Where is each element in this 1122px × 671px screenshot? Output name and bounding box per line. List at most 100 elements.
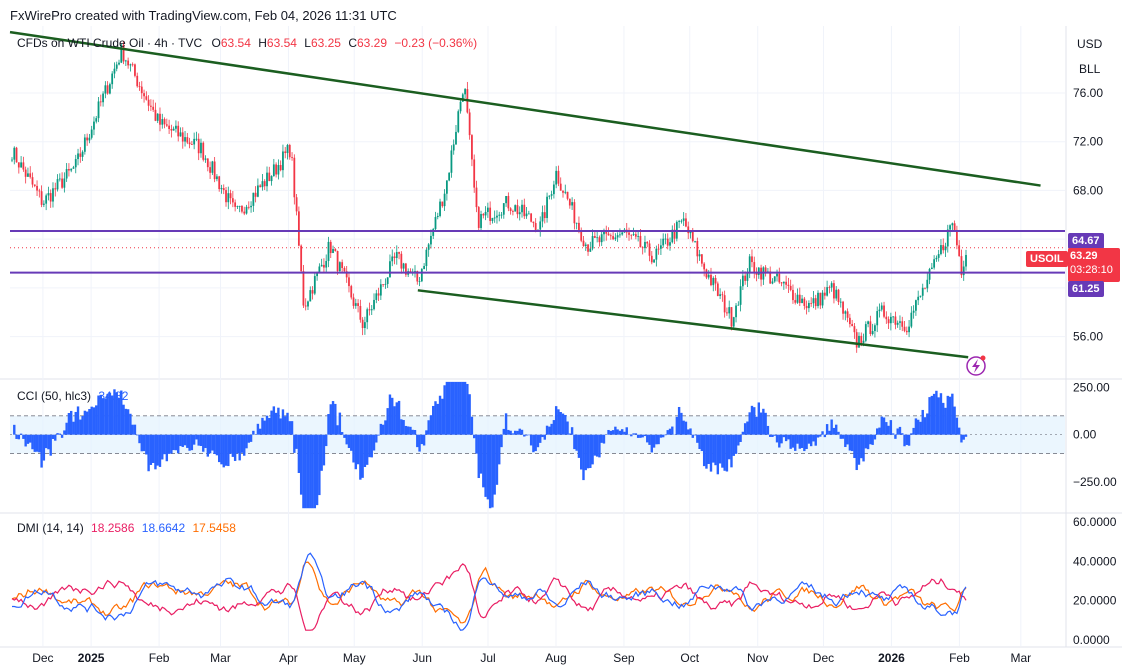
candle-body <box>721 294 724 296</box>
cci-bar <box>463 381 467 435</box>
cci-bar <box>26 434 30 444</box>
cci-bar <box>299 434 303 495</box>
cci-bar <box>350 434 353 451</box>
cci-bar <box>126 409 130 435</box>
dmi-legend[interactable]: DMI (14, 14) 18.2586 18.6642 17.5458 <box>17 521 236 535</box>
candle-body <box>68 169 70 171</box>
plus-di-value: 18.2586 <box>91 521 135 535</box>
candle-body <box>193 138 196 145</box>
candle-body <box>27 173 29 177</box>
candle-body <box>29 173 32 178</box>
candle-body <box>915 300 917 311</box>
cci-bar <box>655 434 658 445</box>
candle-body <box>828 287 831 288</box>
candle-body <box>894 316 897 325</box>
cci-bar <box>755 416 758 435</box>
cci-bar <box>732 434 735 456</box>
candle-body <box>220 188 223 190</box>
cci-bar <box>379 423 383 435</box>
cci-bar <box>179 434 182 447</box>
unit-label[interactable]: BLL <box>1079 62 1101 76</box>
cci-bar <box>470 416 474 435</box>
candle-body <box>259 185 262 188</box>
cci-bar <box>962 434 965 440</box>
cci-bar <box>336 425 339 435</box>
candle-body <box>88 137 91 141</box>
candle-body <box>509 208 512 212</box>
candle-body <box>334 249 337 252</box>
candle-body <box>31 177 34 185</box>
cci-bar <box>220 434 223 465</box>
candle-body <box>343 267 346 272</box>
cci-bar <box>509 430 512 435</box>
candle-body <box>548 195 551 197</box>
candle-body <box>213 161 216 180</box>
cci-bar <box>848 434 852 451</box>
cci-bar <box>391 397 394 435</box>
candle-body <box>559 183 562 191</box>
candle-body <box>163 119 166 125</box>
cci-bar <box>696 434 699 443</box>
currency-label[interactable]: USD <box>1077 37 1103 51</box>
cci-bar <box>819 434 822 437</box>
candle-body <box>757 267 760 275</box>
candle-body <box>177 125 180 137</box>
cci-bar <box>855 434 858 471</box>
cci-bar <box>370 434 373 458</box>
candle-body <box>917 296 920 301</box>
candle-body <box>323 264 325 268</box>
cci-bar <box>698 434 701 450</box>
cci-bar <box>272 406 276 435</box>
cci-bar <box>297 434 301 474</box>
cci-bar <box>427 420 430 435</box>
trend-channel-line <box>417 289 969 359</box>
candle-body <box>710 274 712 286</box>
cci-bar <box>325 434 328 447</box>
candle-body <box>521 204 523 213</box>
candle-body <box>263 181 266 187</box>
cci-bar <box>104 398 107 435</box>
candle-body <box>905 330 908 333</box>
candle-body <box>222 188 225 191</box>
drawings[interactable] <box>9 30 1065 376</box>
cci-bar <box>284 416 287 435</box>
candle-body <box>719 294 722 296</box>
time-axis: Dec 2025 Feb Mar Apr May Jun Jul Aug Sep Oct Nov Dec… <box>32 651 1031 665</box>
cci-bar <box>850 434 854 452</box>
candle-body <box>389 261 391 278</box>
cci-bar <box>516 430 519 435</box>
cci-tick-label: 250.00 <box>1073 381 1110 395</box>
candle-body <box>637 235 640 237</box>
candle-body <box>350 286 353 298</box>
candle-body <box>653 259 655 263</box>
cci-bar <box>766 425 770 435</box>
cci-bar <box>197 434 200 446</box>
candle-body <box>899 321 901 323</box>
cci-bar <box>304 434 307 509</box>
candle-body <box>482 214 485 216</box>
cci-bar <box>457 381 460 435</box>
cci-bar <box>174 434 178 451</box>
cci-bar <box>586 434 590 469</box>
cci-bar <box>648 434 651 445</box>
cci-bar <box>411 429 414 435</box>
candle-body <box>425 249 428 267</box>
cci-legend[interactable]: CCI (50, hlc3) 34.82 <box>17 389 128 403</box>
cci-bar <box>523 434 526 437</box>
candle-body <box>700 254 703 264</box>
candle-body <box>782 281 785 284</box>
cci-bar <box>502 428 505 435</box>
candle-body <box>887 319 890 324</box>
price-candles <box>11 41 967 353</box>
cci-bar <box>274 412 278 435</box>
cci-bar <box>775 434 779 443</box>
candle-body <box>195 138 198 140</box>
cci-bar <box>388 394 392 435</box>
candle-body <box>869 321 872 335</box>
series-legend[interactable]: CFDs on WTI Crude Oil · 4h · TVC O63.54 … <box>17 36 477 50</box>
cci-bar <box>211 434 214 451</box>
cci-bar <box>600 434 603 443</box>
candle-body <box>124 60 127 62</box>
cci-bar <box>789 434 792 449</box>
